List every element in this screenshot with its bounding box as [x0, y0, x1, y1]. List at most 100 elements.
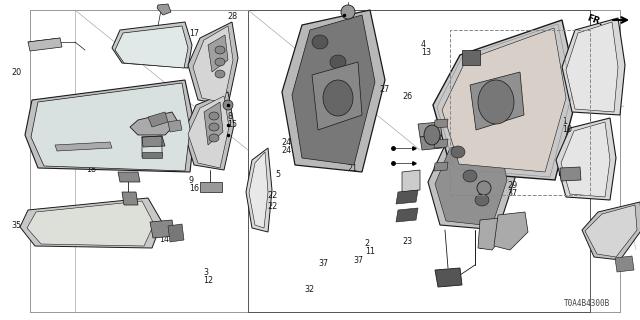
Polygon shape	[435, 136, 507, 226]
Polygon shape	[585, 205, 637, 257]
Polygon shape	[560, 167, 581, 181]
Text: 36: 36	[85, 143, 95, 152]
Text: 4: 4	[421, 40, 426, 49]
Polygon shape	[122, 192, 138, 205]
Text: 32: 32	[305, 285, 315, 294]
Ellipse shape	[478, 80, 514, 124]
Text: 37: 37	[319, 260, 329, 268]
Polygon shape	[442, 28, 566, 172]
Ellipse shape	[209, 123, 219, 131]
Text: 23: 23	[402, 237, 412, 246]
Polygon shape	[208, 35, 228, 72]
Text: 28: 28	[227, 12, 237, 20]
Polygon shape	[25, 80, 195, 172]
Polygon shape	[434, 139, 448, 148]
Ellipse shape	[209, 112, 219, 120]
Polygon shape	[561, 122, 610, 197]
Polygon shape	[434, 162, 448, 171]
Polygon shape	[562, 18, 625, 115]
Text: 33: 33	[549, 53, 559, 62]
Text: 21: 21	[348, 141, 358, 150]
Text: 16: 16	[189, 184, 199, 193]
Text: 27: 27	[380, 85, 390, 94]
Polygon shape	[420, 135, 442, 150]
Polygon shape	[115, 26, 188, 68]
Polygon shape	[434, 119, 448, 128]
Polygon shape	[188, 96, 229, 168]
Text: 9: 9	[189, 176, 194, 185]
Polygon shape	[118, 172, 140, 182]
Polygon shape	[188, 22, 238, 105]
Text: 17: 17	[189, 29, 199, 38]
Text: 7: 7	[306, 122, 311, 131]
Text: 13: 13	[421, 48, 431, 57]
Ellipse shape	[312, 35, 328, 49]
Text: 25: 25	[211, 98, 221, 107]
Polygon shape	[433, 20, 578, 180]
Polygon shape	[204, 102, 223, 145]
Ellipse shape	[340, 75, 356, 89]
Polygon shape	[402, 170, 420, 192]
Ellipse shape	[215, 70, 225, 78]
Polygon shape	[142, 136, 165, 147]
Text: 10: 10	[562, 125, 572, 134]
Polygon shape	[428, 132, 515, 230]
Text: 25: 25	[211, 159, 221, 168]
Polygon shape	[396, 190, 418, 204]
Text: 21: 21	[348, 124, 358, 132]
Polygon shape	[148, 112, 168, 127]
Polygon shape	[249, 152, 268, 228]
Text: 22: 22	[268, 202, 278, 211]
Polygon shape	[130, 112, 178, 135]
Text: 5: 5	[275, 170, 280, 179]
Polygon shape	[27, 201, 154, 246]
Text: 15: 15	[227, 120, 237, 129]
Polygon shape	[246, 148, 272, 232]
Polygon shape	[582, 202, 640, 260]
Text: 2: 2	[365, 239, 370, 248]
Polygon shape	[282, 10, 385, 172]
Ellipse shape	[215, 58, 225, 66]
Ellipse shape	[451, 146, 465, 158]
Polygon shape	[470, 72, 524, 130]
Text: 24: 24	[282, 146, 292, 155]
Polygon shape	[312, 62, 362, 130]
Bar	[450, 30, 590, 195]
Polygon shape	[20, 198, 162, 248]
Polygon shape	[435, 268, 462, 287]
Text: FR.: FR.	[586, 13, 604, 27]
Text: 21: 21	[348, 164, 358, 172]
Polygon shape	[462, 50, 480, 65]
Text: 34: 34	[549, 61, 559, 70]
Text: 30: 30	[479, 234, 489, 243]
Polygon shape	[150, 220, 175, 238]
Polygon shape	[28, 38, 62, 51]
Text: 24: 24	[282, 138, 292, 147]
Polygon shape	[396, 208, 418, 222]
Polygon shape	[112, 22, 192, 68]
Text: 6: 6	[159, 228, 164, 236]
Polygon shape	[55, 142, 112, 151]
Polygon shape	[168, 120, 182, 132]
Text: 1: 1	[562, 117, 567, 126]
Ellipse shape	[330, 55, 346, 69]
Polygon shape	[566, 22, 618, 112]
Text: 35: 35	[12, 221, 22, 230]
Text: 14: 14	[159, 236, 169, 244]
Ellipse shape	[341, 5, 355, 19]
Ellipse shape	[209, 134, 219, 142]
Text: 37: 37	[508, 189, 518, 198]
Ellipse shape	[424, 125, 440, 145]
Polygon shape	[418, 122, 442, 137]
Polygon shape	[615, 256, 634, 272]
Polygon shape	[31, 83, 190, 171]
Text: 29: 29	[508, 181, 518, 190]
Text: 37: 37	[354, 256, 364, 265]
Text: 22: 22	[268, 191, 278, 200]
Ellipse shape	[223, 100, 233, 110]
Text: 11: 11	[365, 247, 375, 256]
Ellipse shape	[323, 80, 353, 116]
Ellipse shape	[463, 170, 477, 182]
Text: 20: 20	[12, 68, 22, 76]
Ellipse shape	[475, 194, 489, 206]
